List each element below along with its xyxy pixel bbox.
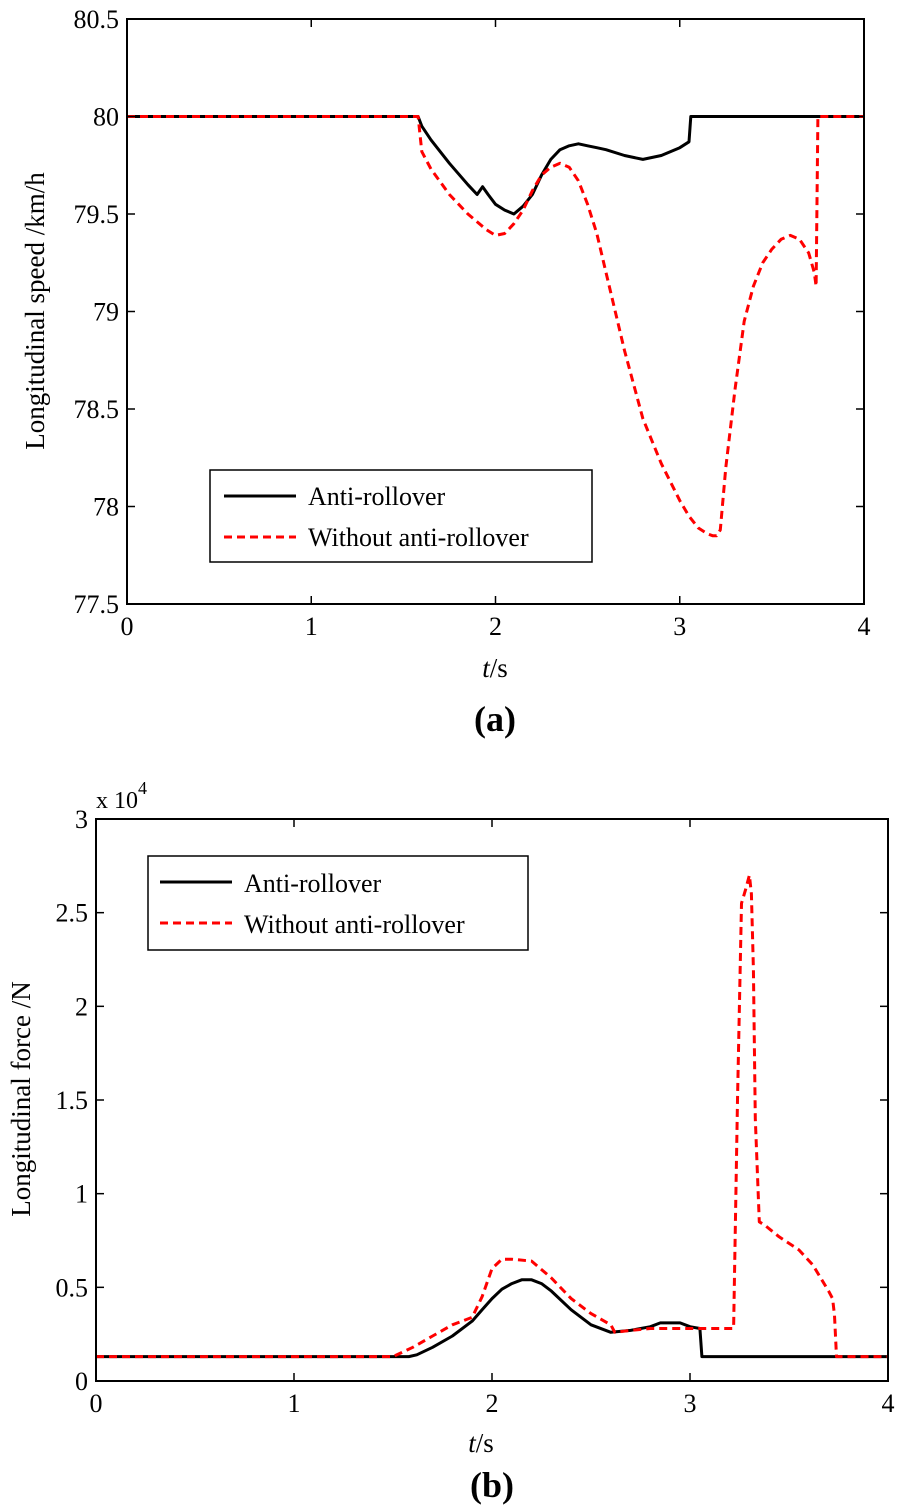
b-x-tick-label: 0 (90, 1389, 103, 1418)
panel-a-series-layer (127, 115, 864, 538)
b-y-tick-label: 1.5 (56, 1086, 89, 1115)
panel-b-legend: Anti-rollover Without anti-rollover (147, 855, 529, 951)
a-x-tick-label: 1 (305, 612, 318, 641)
a-y-tick-label: 80.5 (74, 5, 120, 34)
legend-a-anti-rollover-label: Anti-rollover (308, 482, 446, 511)
panel-b-exponent-label: x 104 (96, 778, 147, 814)
panel-a-legend-box (209, 469, 593, 563)
legend-b-anti-rollover-label: Anti-rollover (244, 869, 382, 898)
panel-b-legend-box (147, 855, 529, 951)
b-x-tick-label: 2 (486, 1389, 499, 1418)
panel-a-x-axis-label: t/s (482, 653, 508, 683)
b-y-tick-label: 1 (75, 1180, 88, 1209)
a-y-tick-label: 78.5 (74, 395, 120, 424)
a-x-tick-label: 3 (673, 612, 686, 641)
legend-a-without-anti-rollover-label: Without anti-rollover (308, 523, 529, 552)
b-series-anti-rollover-line (96, 1278, 888, 1359)
panel-a-ticks: 0 1 2 3 4 77.5 78 78.5 79 79.5 80 80.5 (74, 5, 871, 641)
a-x-tick-label: 0 (121, 612, 134, 641)
a-y-tick-label: 80 (93, 103, 119, 132)
b-y-tick-label: 0 (75, 1367, 88, 1396)
a-y-tick-label: 79 (93, 298, 119, 327)
panel-b-y-axis-label: Longitudinal force /N (6, 981, 36, 1216)
panel-b-chart: 0 1 2 3 4 0 0.5 1 1.5 2 2.5 3 x 104 Anti-rollover W… (6, 778, 895, 1505)
legend-b-without-anti-rollover-label: Without anti-rollover (244, 910, 465, 939)
a-y-tick-label: 78 (93, 493, 119, 522)
panel-a-label: (a) (474, 699, 516, 739)
panel-a-chart: 0 1 2 3 4 77.5 78 78.5 79 79.5 80 80.5 Anti-rollove… (20, 5, 871, 739)
panel-a-y-axis-label: Longitudinal speed /km/h (20, 172, 50, 450)
b-x-tick-label: 1 (288, 1389, 301, 1418)
b-y-tick-label: 2.5 (56, 899, 89, 928)
a-series-without-anti-rollover-line (127, 115, 864, 538)
a-y-tick-label: 77.5 (74, 590, 120, 619)
b-x-tick-label: 4 (882, 1389, 895, 1418)
panel-b-ticks: 0 1 2 3 4 0 0.5 1 1.5 2 2.5 3 (56, 805, 895, 1418)
b-y-tick-label: 2 (75, 992, 88, 1021)
b-y-tick-label: 0.5 (56, 1273, 89, 1302)
b-y-tick-label: 3 (75, 805, 88, 834)
panel-a-legend: Anti-rollover Without anti-rollover (209, 469, 593, 563)
panel-b-series-layer (96, 873, 888, 1359)
panel-b-label: (b) (470, 1465, 514, 1505)
a-x-tick-label: 2 (489, 612, 502, 641)
a-y-tick-label: 79.5 (74, 200, 120, 229)
panel-b-x-axis-label: t/s (468, 1428, 494, 1458)
a-series-anti-rollover-line (127, 115, 864, 216)
a-x-tick-label: 4 (858, 612, 871, 641)
b-x-tick-label: 3 (684, 1389, 697, 1418)
